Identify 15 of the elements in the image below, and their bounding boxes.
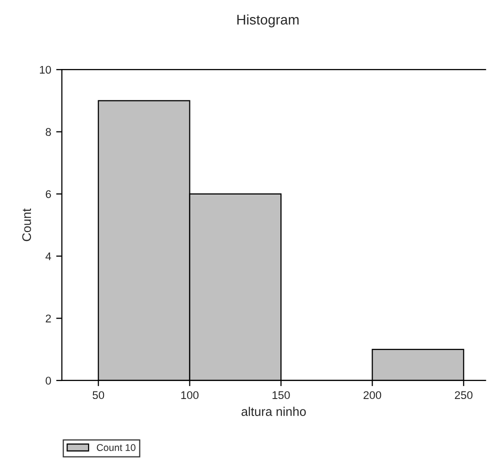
x-tick-label: 150 xyxy=(272,391,290,400)
y-tick-label: 8 xyxy=(46,128,51,136)
x-tick-label: 250 xyxy=(454,391,472,400)
y-tick-label: 6 xyxy=(46,190,51,198)
y-tick-label: 10 xyxy=(40,66,51,74)
x-axis-title: altura ninho xyxy=(242,406,306,416)
x-tick-label: 100 xyxy=(181,391,199,400)
y-tick-label: 0 xyxy=(46,376,51,385)
x-tick-label: 200 xyxy=(364,391,382,400)
legend-label: Count 10 xyxy=(96,444,136,452)
y-axis-title: Count xyxy=(22,208,32,242)
chart-title: Histogram xyxy=(237,14,299,28)
y-tick-label: 4 xyxy=(46,252,52,260)
y-tick-label: 2 xyxy=(46,314,51,322)
x-tick-label: 50 xyxy=(92,391,104,400)
